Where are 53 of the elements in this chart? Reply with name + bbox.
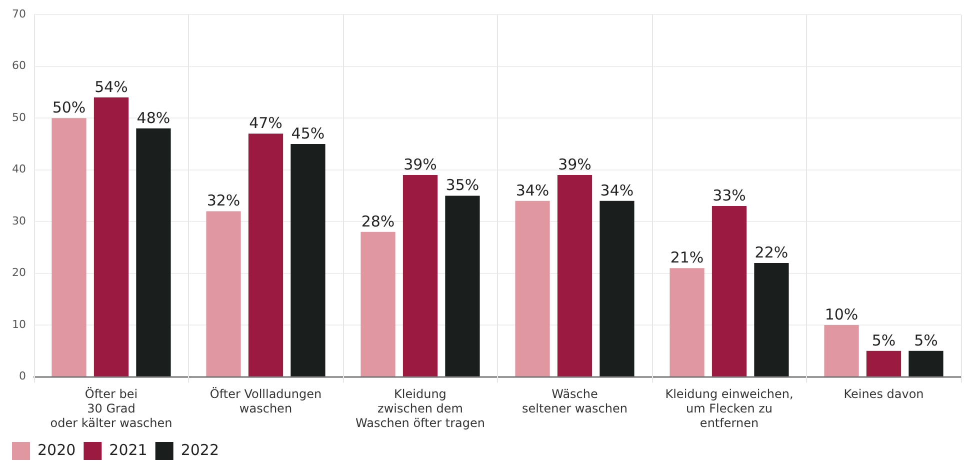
bar bbox=[557, 175, 592, 376]
legend-label: 2020 bbox=[38, 440, 76, 459]
y-tick-label: 20 bbox=[12, 266, 26, 280]
x-tick-label: Kleidung einweichen, um Flecken zu entfernen bbox=[665, 387, 794, 430]
bar bbox=[206, 211, 241, 376]
bar bbox=[290, 144, 326, 376]
data-label: 5% bbox=[872, 331, 896, 350]
data-label: 47% bbox=[249, 114, 282, 132]
data-label: 39% bbox=[404, 155, 437, 174]
bar bbox=[248, 134, 284, 376]
data-label: 45% bbox=[291, 124, 325, 142]
y-tick-label: 50 bbox=[12, 110, 26, 124]
data-label: 5% bbox=[914, 331, 938, 350]
data-label: 34% bbox=[516, 181, 550, 200]
data-label: 22% bbox=[754, 243, 788, 262]
x-tick-label: Öfter Vollladungen waschen bbox=[210, 387, 322, 416]
y-tick-label: 0 bbox=[18, 370, 26, 383]
bar bbox=[908, 350, 944, 376]
legend-label: 2021 bbox=[109, 440, 148, 459]
data-label: 28% bbox=[361, 212, 395, 230]
y-tick-label: 10 bbox=[12, 318, 26, 331]
bar bbox=[670, 268, 704, 376]
data-label: 34% bbox=[600, 181, 634, 200]
bar bbox=[824, 325, 859, 376]
x-tick-label: Öfter bei 30 Grad oder kälter waschen bbox=[50, 387, 172, 430]
data-label: 33% bbox=[712, 186, 746, 204]
bar bbox=[445, 196, 480, 376]
bar bbox=[600, 200, 634, 376]
bar bbox=[360, 232, 396, 376]
bar bbox=[866, 350, 902, 376]
data-label: 54% bbox=[94, 78, 128, 96]
data-label: 50% bbox=[52, 98, 86, 116]
y-tick-label: 40 bbox=[12, 162, 26, 176]
bar bbox=[94, 97, 129, 376]
bar bbox=[52, 118, 86, 376]
data-label: 32% bbox=[206, 192, 240, 210]
bar bbox=[712, 206, 747, 376]
x-tick-label: Keines davon bbox=[844, 387, 924, 402]
x-tick-label: Kleidung zwischen dem Waschen öfter tragen bbox=[356, 387, 485, 430]
data-label: 35% bbox=[446, 176, 480, 194]
bar bbox=[515, 200, 550, 376]
x-tick-label: Wäsche seltener waschen bbox=[522, 387, 628, 416]
legend-label: 2022 bbox=[180, 440, 220, 459]
bar bbox=[754, 262, 789, 376]
data-label: 21% bbox=[670, 248, 704, 267]
y-tick-label: 30 bbox=[12, 214, 26, 228]
bar bbox=[136, 128, 171, 376]
y-tick-label: 70 bbox=[12, 7, 26, 20]
data-label: 48% bbox=[136, 108, 170, 127]
data-label: 39% bbox=[558, 155, 592, 174]
data-label: 10% bbox=[824, 305, 858, 324]
y-tick-label: 60 bbox=[12, 59, 26, 72]
bar bbox=[402, 175, 438, 376]
